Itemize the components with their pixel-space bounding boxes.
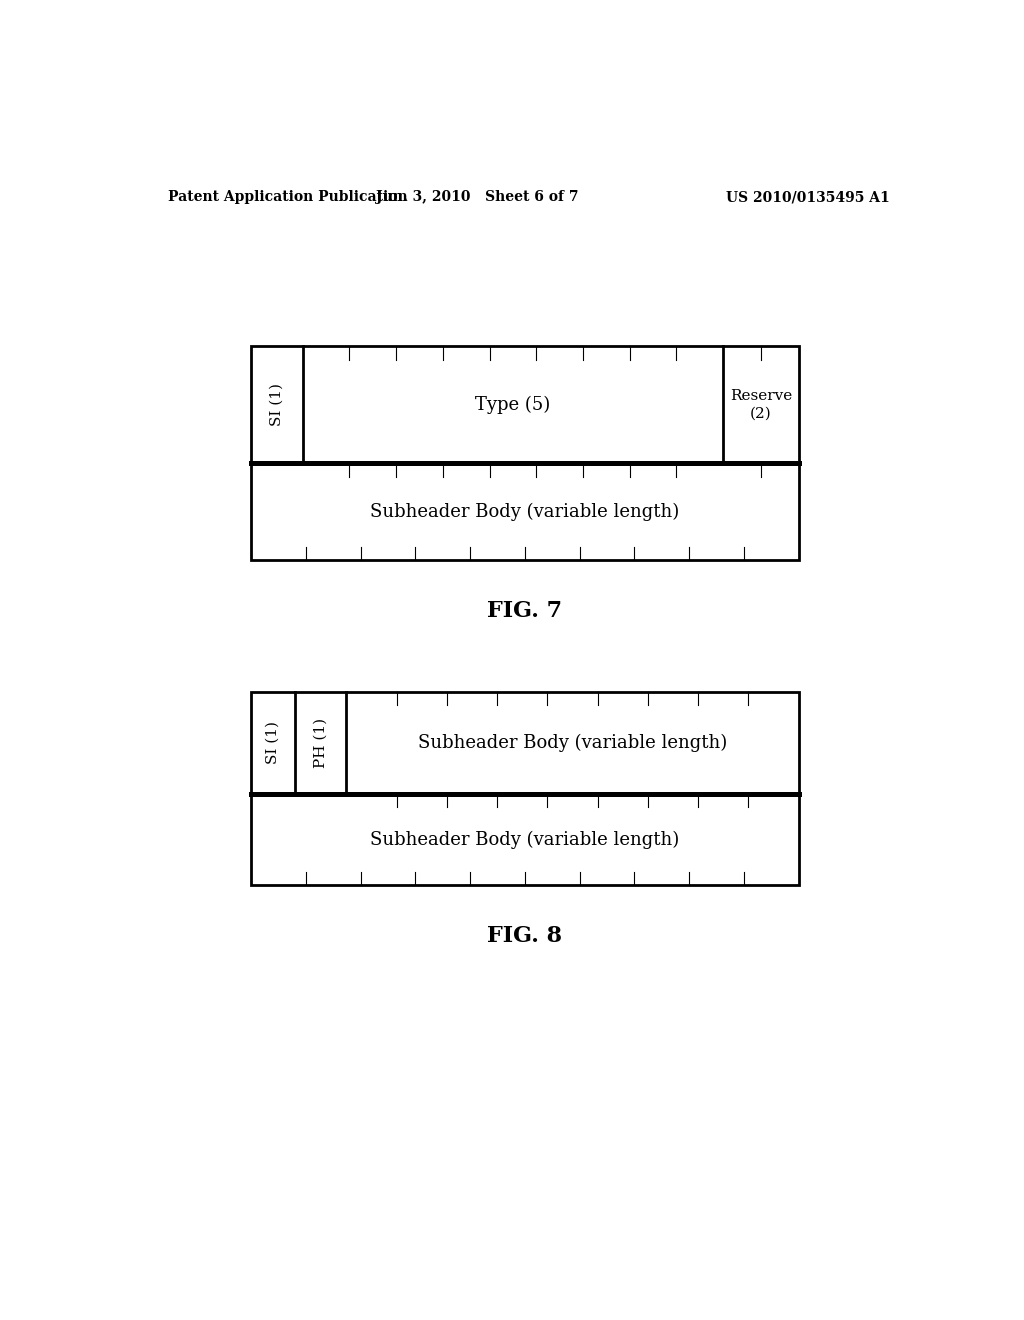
- Text: Subheader Body (variable length): Subheader Body (variable length): [418, 734, 727, 752]
- Text: Patent Application Publication: Patent Application Publication: [168, 190, 408, 205]
- Bar: [251, 346, 799, 560]
- Text: PH (1): PH (1): [313, 718, 328, 768]
- Text: Subheader Body (variable length): Subheader Body (variable length): [370, 503, 680, 520]
- Text: Type (5): Type (5): [475, 396, 551, 414]
- Text: SI (1): SI (1): [269, 383, 284, 426]
- Text: Jun. 3, 2010   Sheet 6 of 7: Jun. 3, 2010 Sheet 6 of 7: [376, 190, 579, 205]
- Text: US 2010/0135495 A1: US 2010/0135495 A1: [726, 190, 890, 205]
- Text: FIG. 7: FIG. 7: [487, 599, 562, 622]
- Text: Reserve
(2): Reserve (2): [730, 388, 792, 421]
- Bar: [251, 692, 799, 886]
- Text: Subheader Body (variable length): Subheader Body (variable length): [370, 830, 680, 849]
- Text: SI (1): SI (1): [266, 721, 280, 764]
- Text: FIG. 8: FIG. 8: [487, 925, 562, 946]
